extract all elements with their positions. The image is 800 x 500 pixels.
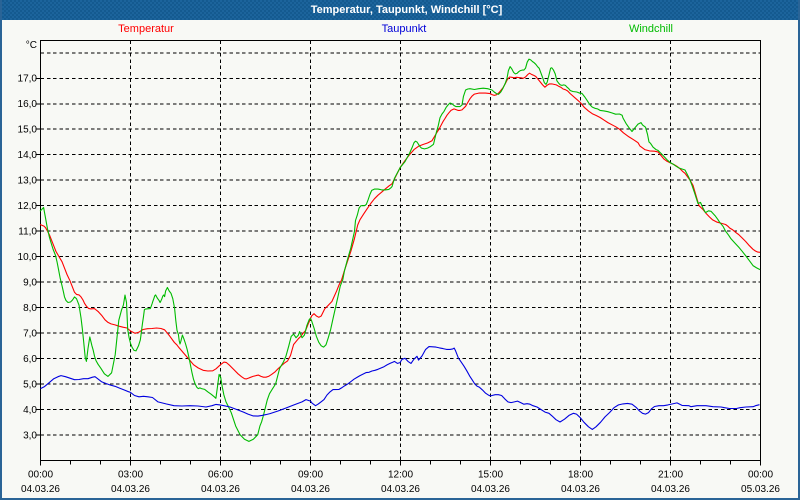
- svg-text:03:00: 03:00: [118, 470, 143, 481]
- svg-text:13,0: 13,0: [18, 176, 38, 187]
- svg-text:04.03.26: 04.03.26: [471, 484, 510, 495]
- svg-text:16,0: 16,0: [18, 99, 38, 110]
- svg-text:04.03.26: 04.03.26: [111, 484, 150, 495]
- svg-text:10,0: 10,0: [18, 252, 38, 263]
- svg-text:15,0: 15,0: [18, 125, 38, 136]
- svg-text:06:00: 06:00: [208, 470, 233, 481]
- svg-text:9,0: 9,0: [23, 278, 37, 289]
- svg-text:3,0: 3,0: [23, 430, 37, 441]
- svg-text:15:00: 15:00: [478, 470, 503, 481]
- svg-text:4,0: 4,0: [23, 405, 37, 416]
- svg-text:12,0: 12,0: [18, 201, 38, 212]
- svg-text:°C: °C: [26, 40, 37, 51]
- svg-text:04.03.26: 04.03.26: [651, 484, 690, 495]
- svg-text:04.03.26: 04.03.26: [381, 484, 420, 495]
- svg-text:6,0: 6,0: [23, 354, 37, 365]
- svg-text:04.03.26: 04.03.26: [201, 484, 240, 495]
- svg-text:5,0: 5,0: [23, 379, 37, 390]
- svg-text:05.03.26: 05.03.26: [741, 484, 780, 495]
- svg-text:00:00: 00:00: [28, 470, 53, 481]
- svg-text:12:00: 12:00: [388, 470, 413, 481]
- svg-text:04.03.26: 04.03.26: [21, 484, 60, 495]
- svg-text:17,0: 17,0: [18, 74, 38, 85]
- svg-text:09:00: 09:00: [298, 470, 323, 481]
- svg-text:7,0: 7,0: [23, 329, 37, 340]
- svg-text:14,0: 14,0: [18, 150, 38, 161]
- svg-text:18:00: 18:00: [568, 470, 593, 481]
- svg-text:04.03.26: 04.03.26: [561, 484, 600, 495]
- svg-text:04.03.26: 04.03.26: [291, 484, 330, 495]
- svg-text:11,0: 11,0: [18, 227, 37, 238]
- svg-text:00:00: 00:00: [748, 470, 773, 481]
- svg-text:21:00: 21:00: [658, 470, 683, 481]
- svg-text:8,0: 8,0: [23, 303, 37, 314]
